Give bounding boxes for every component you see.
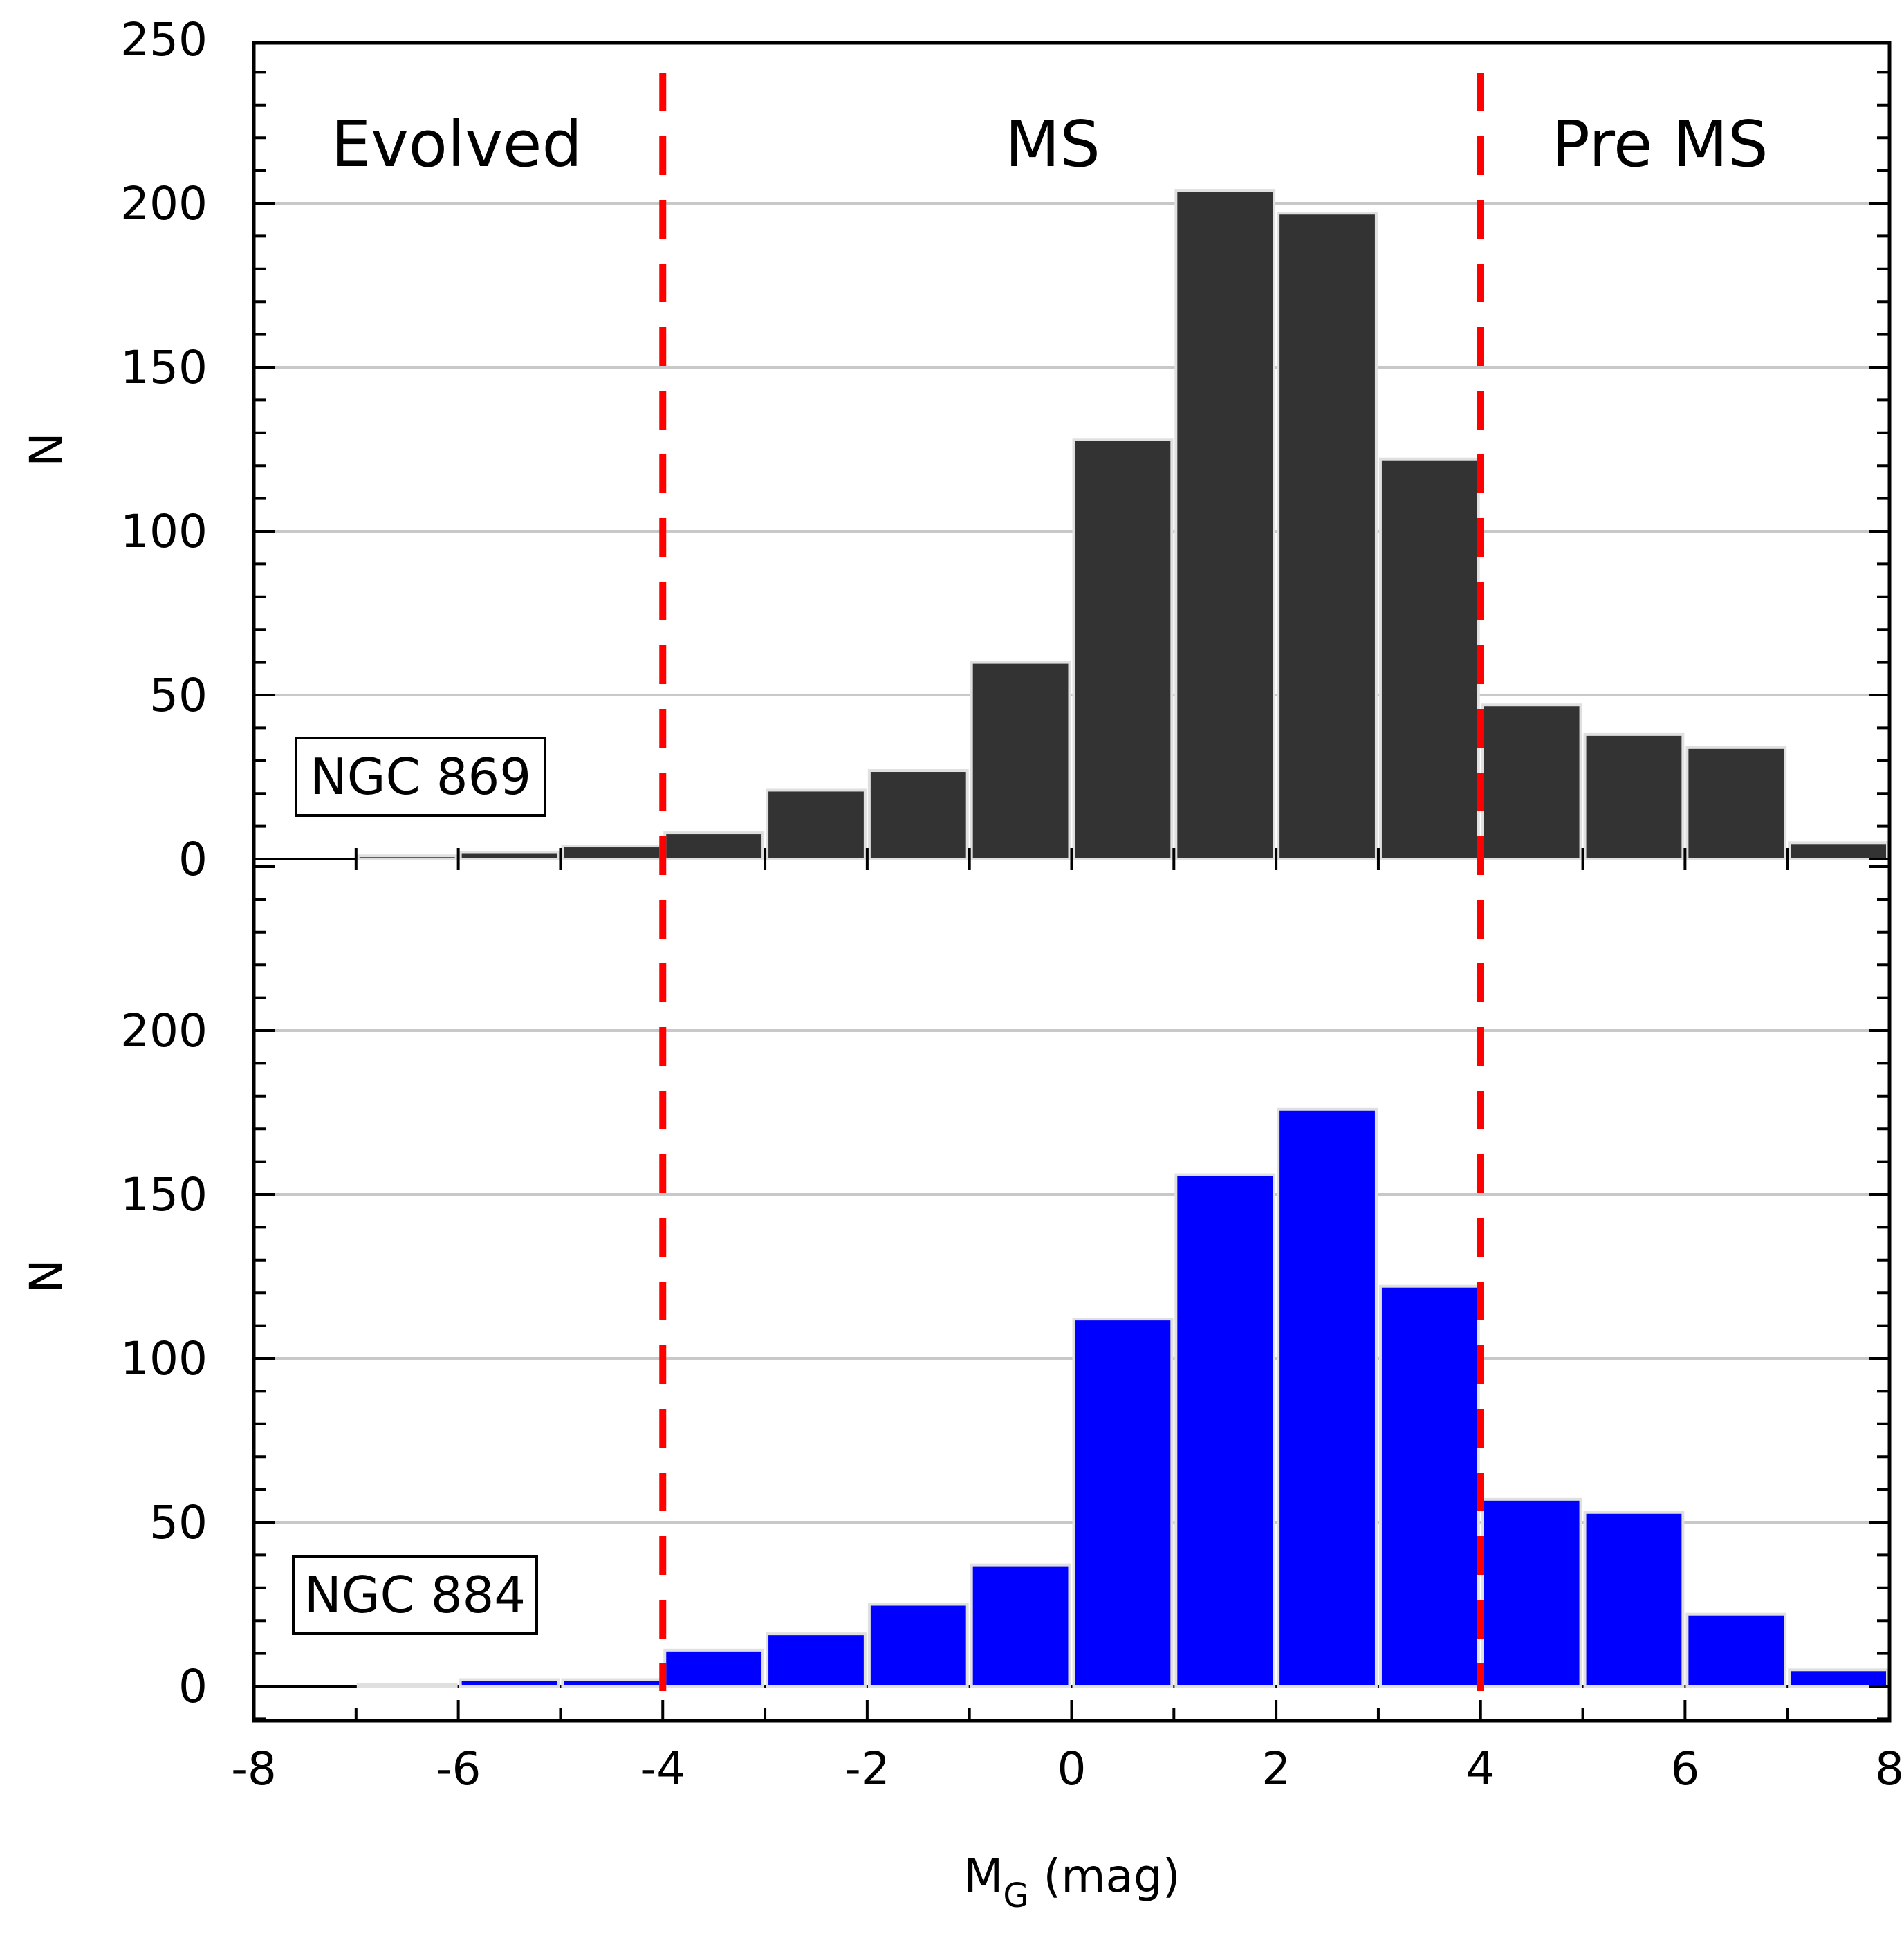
region-label: Pre MS (1551, 107, 1768, 181)
y-tick-label: 0 (178, 1660, 207, 1713)
histogram-bar (1583, 732, 1685, 860)
y-tick-label: 100 (120, 1332, 207, 1385)
x-tick-label: 6 (1670, 1742, 1699, 1796)
histogram-bar (1072, 1318, 1174, 1688)
histogram-bar (1481, 1497, 1582, 1688)
histogram-bar (970, 1563, 1071, 1688)
x-tick-label: 4 (1466, 1742, 1495, 1796)
x-tick-label: -8 (231, 1742, 277, 1796)
histogram-bar (1583, 1511, 1685, 1688)
histogram-bar (1378, 457, 1480, 860)
panel-bottom: 0 50 100 150 200 N NGC 884 (20, 1004, 1889, 1713)
x-axis-title: MG (mag) (963, 1849, 1180, 1915)
panel-label-box (295, 737, 546, 817)
histogram-bar (459, 1678, 560, 1688)
histogram-bar (561, 845, 663, 861)
histogram-bar (766, 788, 867, 860)
histogram-bar (663, 1648, 765, 1688)
histogram-bar (1685, 1612, 1787, 1688)
histogram-bar (1174, 1173, 1276, 1688)
histogram-bar (1788, 841, 1889, 861)
x-tick-label: -6 (436, 1742, 481, 1796)
y-tick-label: 250 (120, 13, 207, 66)
histogram-bar (356, 1683, 458, 1688)
panel-label: NGC 869 (310, 748, 531, 806)
y-tick-label: 150 (120, 341, 207, 394)
y-tick-label: 0 (178, 833, 207, 886)
histogram-bar (459, 851, 560, 861)
x-tick-label: 8 (1875, 1742, 1904, 1796)
panel-top: 0 50 100 150 200 250 N NGC 869 Evolved MS Pre MS (20, 13, 1889, 886)
y-tick-label: 50 (149, 669, 207, 722)
panel-label: NGC 884 (304, 1566, 526, 1624)
y-tick-label: 50 (149, 1496, 207, 1549)
histogram-bar (1378, 1284, 1480, 1688)
histogram-bar (561, 1678, 663, 1688)
y-axis-title: N (20, 1259, 73, 1293)
histogram-bar (663, 831, 765, 860)
x-tick-label: 0 (1057, 1742, 1087, 1796)
histogram-bar (1481, 703, 1582, 860)
histogram-bar (1685, 746, 1787, 860)
histogram-bar (1277, 1107, 1378, 1688)
histogram-bar (867, 1603, 969, 1688)
histogram-bar (356, 854, 458, 861)
y-tick-label: 200 (120, 1004, 207, 1058)
histogram-bar (867, 769, 969, 861)
y-tick-label: 100 (120, 505, 207, 558)
histogram-bar (766, 1632, 867, 1688)
region-label: MS (1005, 107, 1100, 181)
y-tick-label: 150 (120, 1168, 207, 1221)
region-label: Evolved (331, 107, 582, 181)
panel-label-box (292, 1555, 538, 1635)
histogram-bar (970, 661, 1071, 860)
histogram-bar (1788, 1668, 1889, 1688)
x-tick-label: 2 (1261, 1742, 1291, 1796)
histogram-bar (1174, 189, 1276, 861)
y-axis-title: N (20, 432, 73, 466)
plot-frame (252, 41, 1892, 1723)
y-tick-label: 200 (120, 177, 207, 230)
histogram-bar (1072, 438, 1174, 860)
y-axis-ticks (254, 71, 1889, 1721)
x-tick-label: -2 (844, 1742, 890, 1796)
x-tick-label: -4 (640, 1742, 685, 1796)
histogram-bar (1277, 212, 1378, 861)
